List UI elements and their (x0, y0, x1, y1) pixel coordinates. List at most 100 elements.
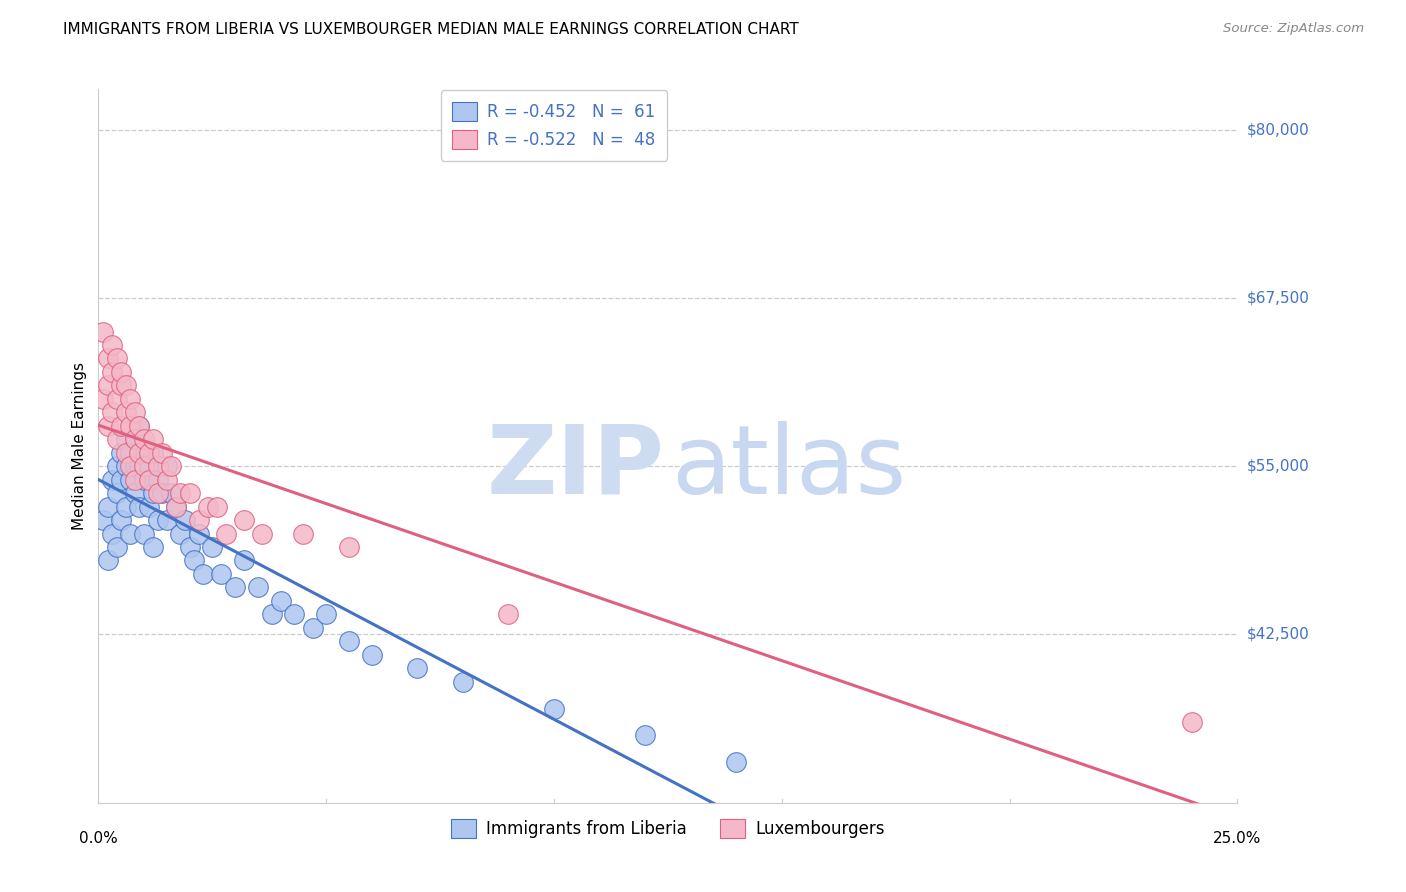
Point (105, 540, 128, 554)
Point (124, 432, 146, 446)
Point (337, 540, 360, 554)
Point (183, 553, 205, 567)
Text: atlas: atlas (671, 421, 907, 514)
Point (114, 405, 136, 419)
Point (543, 701, 565, 715)
Point (150, 486, 173, 500)
Point (260, 607, 283, 622)
Point (110, 378, 132, 392)
Point (96, 378, 118, 392)
Text: 0.0%: 0.0% (79, 831, 118, 847)
Point (451, 674, 474, 689)
Point (120, 459, 142, 474)
Point (120, 418, 142, 433)
Point (128, 418, 150, 433)
Point (156, 459, 179, 474)
Point (110, 473, 132, 487)
Point (91, 325, 114, 339)
Point (146, 513, 169, 527)
Point (91, 513, 114, 527)
Point (142, 486, 165, 500)
Point (224, 580, 246, 594)
Point (128, 446, 150, 460)
Point (132, 526, 155, 541)
Text: $42,500: $42,500 (1247, 627, 1310, 642)
Point (96, 418, 118, 433)
Point (124, 405, 146, 419)
Point (142, 446, 165, 460)
Point (301, 621, 323, 635)
Point (634, 729, 657, 743)
Point (114, 378, 136, 392)
Point (114, 446, 136, 460)
Point (187, 513, 209, 527)
Point (96, 351, 118, 366)
Point (101, 405, 124, 419)
Text: $67,500: $67,500 (1247, 291, 1310, 305)
Point (179, 540, 201, 554)
Point (169, 486, 191, 500)
Point (209, 566, 232, 581)
Point (105, 432, 128, 446)
Point (105, 351, 128, 366)
Point (101, 338, 124, 352)
Point (114, 432, 136, 446)
Point (252, 526, 274, 541)
Point (120, 446, 142, 460)
Point (193, 566, 215, 581)
Point (114, 500, 136, 514)
Point (160, 486, 183, 500)
Point (215, 526, 238, 541)
Point (146, 473, 169, 487)
Point (138, 446, 160, 460)
Text: IMMIGRANTS FROM LIBERIA VS LUXEMBOURGER MEDIAN MALE EARNINGS CORRELATION CHART: IMMIGRANTS FROM LIBERIA VS LUXEMBOURGER … (63, 22, 799, 37)
Point (138, 459, 160, 474)
Point (101, 526, 124, 541)
Point (132, 432, 155, 446)
Point (124, 432, 146, 446)
Point (96, 553, 118, 567)
Point (160, 459, 183, 474)
Point (498, 607, 520, 622)
Point (138, 473, 160, 487)
Text: $55,000: $55,000 (1247, 458, 1310, 474)
Point (110, 513, 132, 527)
Point (91, 392, 114, 406)
Point (150, 446, 173, 460)
Point (146, 486, 169, 500)
Point (132, 459, 155, 474)
Point (128, 418, 150, 433)
Point (406, 661, 429, 675)
Point (165, 500, 187, 514)
Point (128, 500, 150, 514)
Point (110, 418, 132, 433)
Point (142, 432, 165, 446)
Point (169, 526, 191, 541)
Point (110, 365, 132, 379)
Point (1181, 714, 1204, 729)
Point (337, 634, 360, 648)
Point (201, 540, 224, 554)
Point (315, 607, 337, 622)
Text: 25.0%: 25.0% (1213, 831, 1261, 847)
Text: $80,000: $80,000 (1247, 122, 1310, 137)
Point (197, 500, 219, 514)
Point (105, 392, 128, 406)
Y-axis label: Median Male Earnings: Median Male Earnings (72, 362, 87, 530)
Point (120, 392, 142, 406)
Point (105, 486, 128, 500)
Text: Source: ZipAtlas.com: Source: ZipAtlas.com (1223, 22, 1364, 36)
Point (146, 459, 169, 474)
Point (114, 459, 136, 474)
Point (105, 459, 128, 474)
Point (179, 486, 201, 500)
Point (233, 513, 256, 527)
Point (101, 365, 124, 379)
Point (246, 580, 269, 594)
Point (132, 473, 155, 487)
Point (156, 513, 179, 527)
Point (138, 500, 160, 514)
Point (120, 473, 142, 487)
Point (174, 513, 197, 527)
Point (124, 486, 146, 500)
